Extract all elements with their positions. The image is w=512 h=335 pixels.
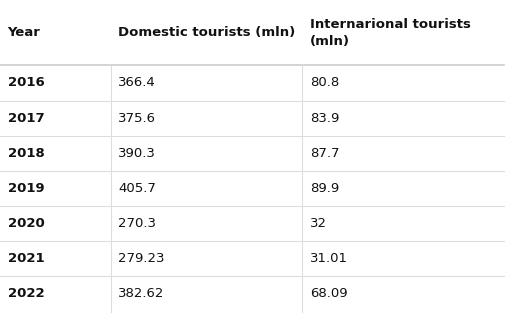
Text: 32: 32 xyxy=(310,217,327,230)
Text: 390.3: 390.3 xyxy=(118,147,156,160)
Text: 2016: 2016 xyxy=(8,76,45,89)
Text: 382.62: 382.62 xyxy=(118,287,165,300)
Text: 366.4: 366.4 xyxy=(118,76,156,89)
Text: 2019: 2019 xyxy=(8,182,44,195)
Text: 405.7: 405.7 xyxy=(118,182,156,195)
Text: Year: Year xyxy=(8,26,40,39)
Text: 2021: 2021 xyxy=(8,252,44,265)
Text: Domestic tourists (mln): Domestic tourists (mln) xyxy=(118,26,295,39)
Text: 89.9: 89.9 xyxy=(310,182,339,195)
Text: 68.09: 68.09 xyxy=(310,287,348,300)
Text: 2017: 2017 xyxy=(8,112,44,125)
Text: 2018: 2018 xyxy=(8,147,45,160)
Text: 80.8: 80.8 xyxy=(310,76,339,89)
Text: 83.9: 83.9 xyxy=(310,112,339,125)
Text: Internarional tourists
(mln): Internarional tourists (mln) xyxy=(310,18,471,48)
Text: 375.6: 375.6 xyxy=(118,112,156,125)
Text: 2022: 2022 xyxy=(8,287,44,300)
Text: 279.23: 279.23 xyxy=(118,252,165,265)
Text: 87.7: 87.7 xyxy=(310,147,339,160)
Text: 270.3: 270.3 xyxy=(118,217,156,230)
Text: 31.01: 31.01 xyxy=(310,252,348,265)
Text: 2020: 2020 xyxy=(8,217,45,230)
